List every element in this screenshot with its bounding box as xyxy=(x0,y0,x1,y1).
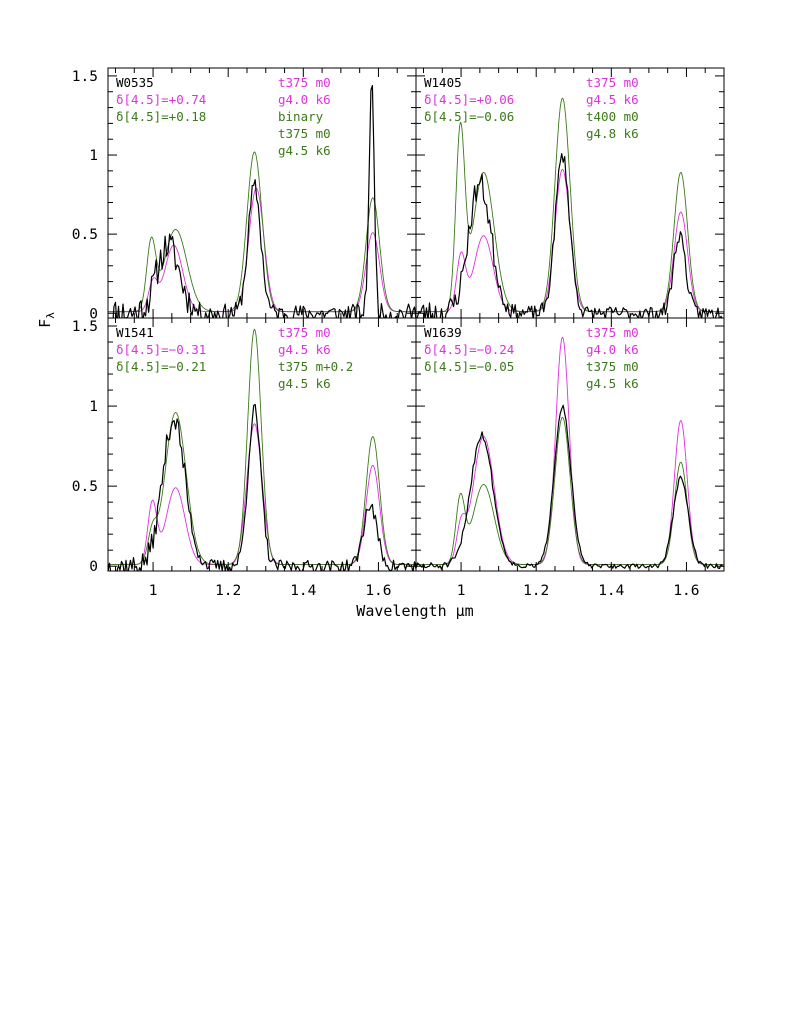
panel-name-label: W1541 xyxy=(116,325,154,340)
series-observed-line xyxy=(110,84,416,318)
model-magenta-label: g4.0 k6 xyxy=(278,92,331,107)
delta-magenta-label: δ[4.5]=−0.24 xyxy=(424,342,514,357)
panel-frame xyxy=(415,317,725,572)
delta-green-label: δ[4.5]=−0.21 xyxy=(116,359,206,374)
model-magenta-label: t375 m0 xyxy=(278,325,331,340)
series-observed-line xyxy=(108,403,416,571)
model-green-label: t375 m0 xyxy=(586,359,639,374)
model-green-label: t375 m0 xyxy=(278,126,331,141)
delta-green-label: δ[4.5]=−0.06 xyxy=(424,109,514,124)
model-green-label: t375 m+0.2 xyxy=(278,359,353,374)
model-green-label: g4.5 k6 xyxy=(278,376,331,391)
y-tick-label: 1 xyxy=(89,148,98,164)
series-magenta-line xyxy=(416,168,724,313)
delta-green-label: δ[4.5]=−0.05 xyxy=(424,359,514,374)
model-green-label: g4.5 k6 xyxy=(278,143,331,158)
panel-w1639: 1 1.2 1.4 1.6 W1639 δ[4.5]=−0.24 δ[4.5]=−0.05 t… xyxy=(415,317,725,599)
model-green-label: t400 m0 xyxy=(586,109,639,124)
delta-magenta-label: δ[4.5]=+0.74 xyxy=(116,92,206,107)
series-green-line xyxy=(416,97,724,313)
model-green-label: g4.8 k6 xyxy=(586,126,639,141)
y-tick-label: 1.5 xyxy=(72,69,98,85)
panel-name-label: W0535 xyxy=(116,75,154,90)
x-tick-label: 1.4 xyxy=(290,583,316,599)
y-tick-label: 0 xyxy=(89,559,98,575)
y-axis-title: Fλ xyxy=(36,312,57,328)
model-green-label: g4.5 k6 xyxy=(586,376,639,391)
panel-name-label: W1405 xyxy=(424,75,462,90)
x-tick-label: 1.6 xyxy=(365,583,391,599)
model-magenta-label: t375 m0 xyxy=(586,325,639,340)
x-tick-label: 1.2 xyxy=(215,583,241,599)
panel-w1405: W1405 δ[4.5]=+0.06 δ[4.5]=−0.06 t375 m0 g4.5… xyxy=(415,67,725,319)
y-tick-label: 0 xyxy=(89,306,98,322)
delta-magenta-label: δ[4.5]=+0.06 xyxy=(424,92,514,107)
series-green-line xyxy=(108,151,416,313)
x-axis-title: Wavelength μm xyxy=(356,602,473,620)
panel-w0535: 0 0.5 1 1.5 W0535 δ[4.5]=+0.74 δ[4.5]=+0.18 t37… xyxy=(72,67,417,322)
x-tick-label: 1.2 xyxy=(523,583,549,599)
model-magenta-label: t375 m0 xyxy=(586,75,639,90)
y-axis-title-subscript: λ xyxy=(44,312,57,319)
panel-name-label: W1639 xyxy=(424,325,462,340)
y-tick-label: 1 xyxy=(89,399,98,415)
y-tick-label: 0.5 xyxy=(72,479,98,495)
x-tick-label: 1 xyxy=(149,583,158,599)
delta-magenta-label: δ[4.5]=−0.31 xyxy=(116,342,206,357)
series-observed-line xyxy=(416,404,724,570)
delta-green-label: δ[4.5]=+0.18 xyxy=(116,109,206,124)
model-magenta-label: g4.5 k6 xyxy=(278,342,331,357)
model-magenta-label: g4.0 k6 xyxy=(586,342,639,357)
model-magenta-label: g4.5 k6 xyxy=(586,92,639,107)
model-green-label: binary xyxy=(278,109,324,124)
y-tick-label: 1.5 xyxy=(72,319,98,335)
x-tick-label: 1.6 xyxy=(673,583,699,599)
panel-w1541: 1 1.2 1.4 1.6 0 0.5 1 1.5 W1541 δ[4.5]=−0.31 δ[4.5… xyxy=(72,317,417,599)
y-tick-label: 0.5 xyxy=(72,227,98,243)
series-observed-line xyxy=(416,153,724,318)
x-tick-label: 1 xyxy=(457,583,466,599)
x-tick-label: 1.4 xyxy=(598,583,624,599)
y-axis-title-main: F xyxy=(36,319,54,328)
series-green-line xyxy=(108,328,416,566)
model-magenta-label: t375 m0 xyxy=(278,75,331,90)
